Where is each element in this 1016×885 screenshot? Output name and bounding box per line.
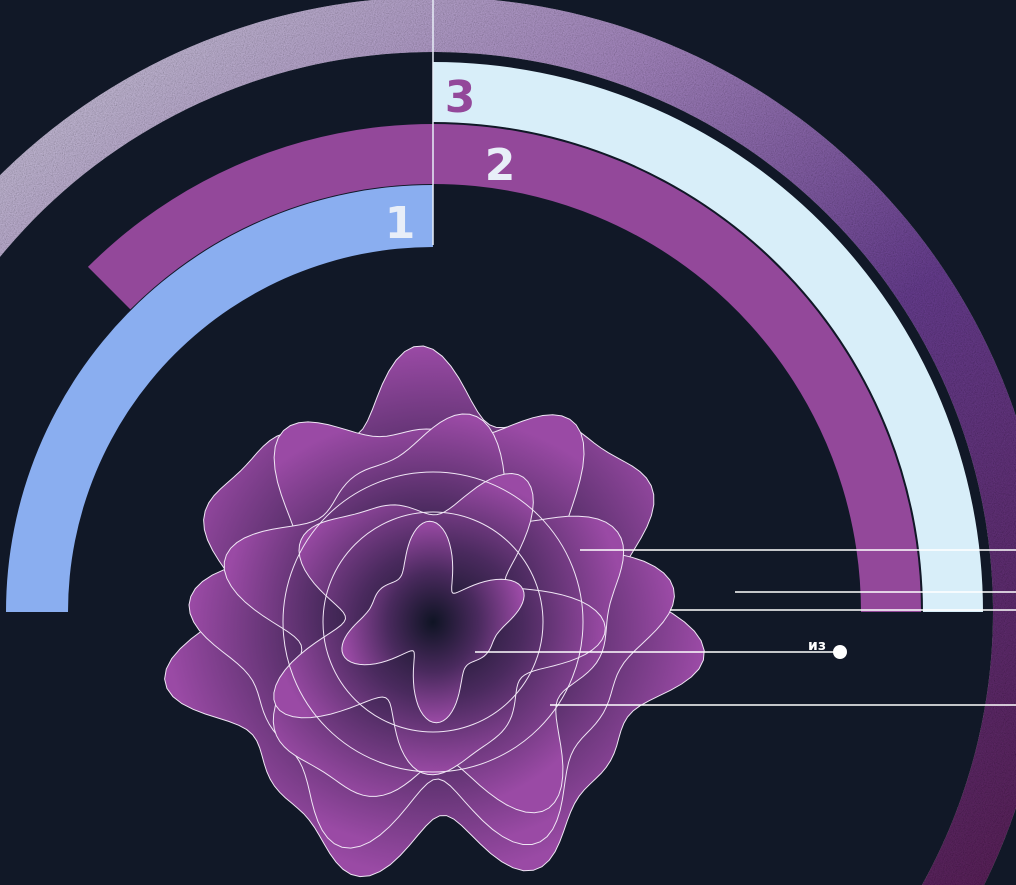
callout-dot — [833, 645, 847, 659]
ring-2 — [87, 123, 922, 613]
callout-lines — [475, 549, 1016, 706]
flower-layer — [341, 520, 525, 724]
flower-circle — [282, 471, 584, 773]
ring-label: 2 — [485, 140, 516, 191]
flower — [164, 345, 705, 878]
ring-label: 3 — [445, 72, 476, 123]
ring-1 — [6, 185, 433, 612]
flower-circle — [322, 511, 544, 733]
ring-label: 1 — [385, 198, 416, 249]
callout-label: из — [808, 638, 826, 654]
ring-3 — [433, 62, 983, 612]
